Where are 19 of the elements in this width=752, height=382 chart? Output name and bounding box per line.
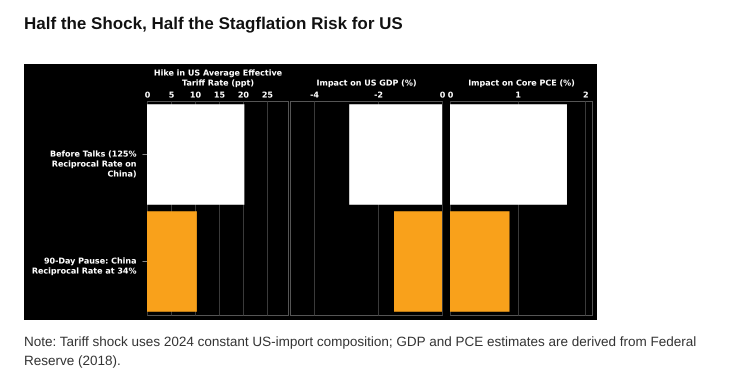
- x-tick-label: 0: [448, 90, 454, 100]
- x-tick-label: -4: [310, 90, 320, 100]
- x-tick-label: 15: [214, 90, 226, 100]
- x-tick-label: 2: [582, 90, 589, 100]
- x-tick-label: 5: [168, 90, 175, 100]
- x-tick-label: -2: [374, 90, 383, 100]
- x-axis-title: Hike in US Average Effective Tariff Rate (ppt): [154, 68, 283, 88]
- x-tick-label: 0: [440, 90, 446, 100]
- x-axis-title: Impact on US GDP (%): [316, 78, 416, 88]
- x-tick-label: 20: [238, 90, 250, 100]
- x-tick-label: 0: [144, 90, 151, 100]
- y-tick-label: 90-Day Pause: China Reciprocal Rate at 34%: [32, 256, 136, 276]
- x-tick-label: 25: [262, 90, 274, 100]
- x-axis-title: Impact on Core PCE (%): [468, 78, 575, 88]
- chart-title: Half the Shock, Half the Stagflation Risk for US: [24, 14, 403, 34]
- x-tick-label: 1: [515, 90, 522, 100]
- x-tick-label: 10: [190, 90, 202, 100]
- y-tick-label: Before Talks (125% Reciprocal Rate on China): [50, 150, 137, 178]
- text: Note: Tariff shock uses 2024 constant US-import composition; GDP and PCE estimates are derived from Federal Reserve (2018).: [24, 333, 698, 370]
